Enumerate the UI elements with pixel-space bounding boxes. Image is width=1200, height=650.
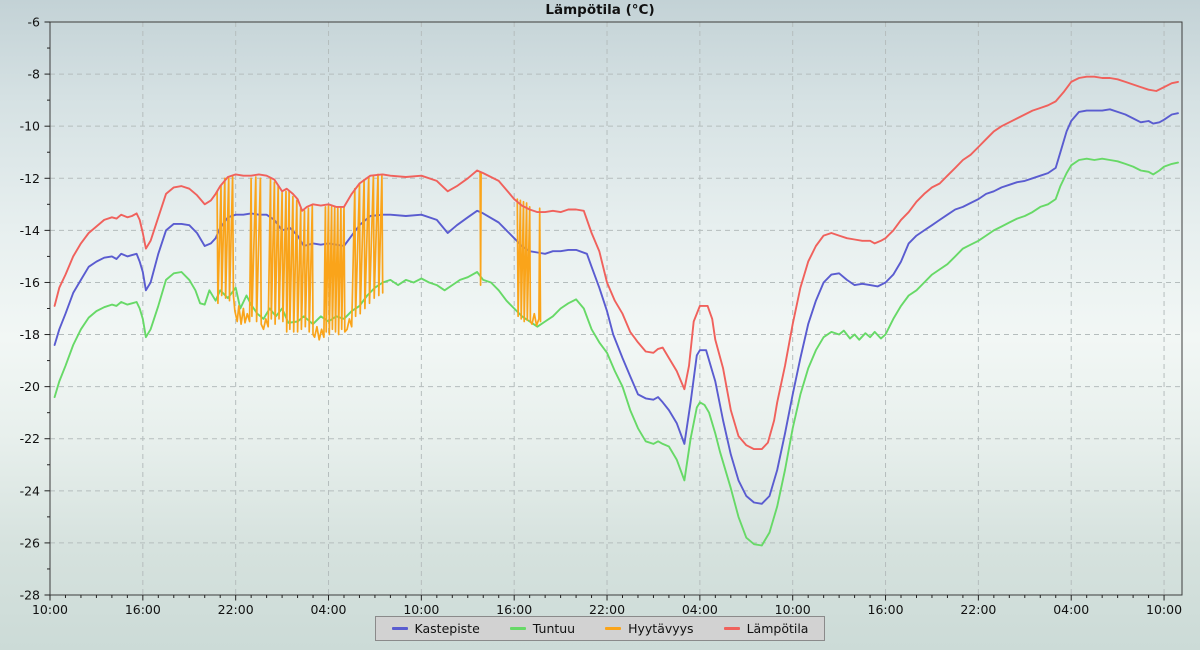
axis-label-layer: 10:00 16:00 22:00 04:00 10:00 16:00 22:00 04:00… (20, 15, 1183, 618)
y-tick-label: -24 (20, 483, 40, 498)
x-tick-label: 22:00 (218, 602, 254, 617)
y-tick-label: -8 (28, 67, 41, 82)
legend-swatch (391, 627, 408, 630)
series-line-hyytävyys (479, 170, 482, 286)
legend-item-lämpötila: Lämpötila (723, 621, 809, 636)
chart-title: Lämpötila (°C) (545, 2, 655, 18)
series-line-tuntuu (53, 157, 1179, 547)
x-tick-label: 16:00 (496, 602, 532, 617)
legend-label: Kastepiste (414, 621, 480, 636)
grid-layer (50, 22, 1182, 595)
legend-swatch (723, 627, 740, 630)
series-layer (53, 75, 1179, 547)
legend-wrap: Kastepiste Tuntuu Hyytävyys Lämpötila (0, 616, 1200, 641)
y-tick-label: -28 (20, 588, 40, 603)
y-tick-label: -12 (20, 171, 40, 186)
x-tick-label: 10:00 (403, 602, 439, 617)
y-tick-label: -18 (20, 327, 40, 342)
legend-item-kastepiste: Kastepiste (391, 621, 480, 636)
y-tick-label: -22 (20, 431, 40, 446)
x-tick-label: 04:00 (310, 602, 346, 617)
x-tick-label: 04:00 (1053, 602, 1089, 617)
chart-legend: Kastepiste Tuntuu Hyytävyys Lämpötila (374, 616, 826, 641)
legend-label: Hyytävyys (628, 621, 694, 636)
legend-label: Tuntuu (532, 621, 576, 636)
legend-swatch (509, 627, 526, 630)
x-tick-label: 22:00 (589, 602, 625, 617)
x-tick-label: 16:00 (868, 602, 904, 617)
x-tick-label: 10:00 (1146, 602, 1182, 617)
series-line-hyytävyys (216, 173, 384, 341)
y-tick-label: -14 (20, 223, 40, 238)
series-line-hyytävyys (516, 198, 542, 327)
plot-frame (49, 21, 1183, 596)
y-tick-label: -26 (20, 535, 40, 550)
y-tick-label: -6 (28, 15, 41, 30)
x-tick-label: 10:00 (32, 602, 68, 617)
x-tick-label: 22:00 (960, 602, 996, 617)
legend-item-tuntuu: Tuntuu (509, 621, 576, 636)
x-tick-label: 16:00 (125, 602, 161, 617)
y-tick-label: -16 (20, 275, 40, 290)
series-line-lämpötila (53, 75, 1179, 451)
y-tick-label: -20 (20, 379, 40, 394)
legend-swatch (605, 627, 622, 630)
x-tick-label: 10:00 (775, 602, 811, 617)
y-tick-label: -10 (20, 119, 40, 134)
legend-label: Lämpötila (746, 621, 809, 636)
legend-item-hyytävyys: Hyytävyys (605, 621, 694, 636)
x-tick-label: 04:00 (682, 602, 718, 617)
tick-layer (44, 21, 1165, 601)
series-line-kastepiste (53, 108, 1179, 505)
